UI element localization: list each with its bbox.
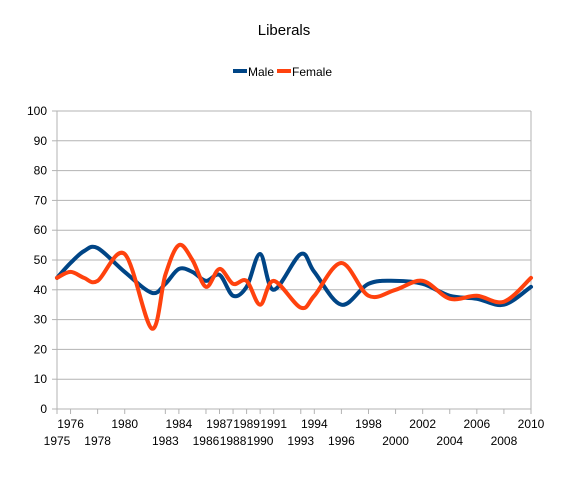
x-tick-label: 1983	[152, 434, 179, 448]
x-tick-label: 1990	[247, 434, 274, 448]
x-tick-label: 1991	[260, 417, 287, 431]
x-tick-label: 1978	[84, 434, 111, 448]
x-tick-label: 1989	[233, 417, 260, 431]
y-tick-label: 100	[27, 104, 47, 118]
x-tick-label: 1996	[328, 434, 355, 448]
chart-title: Liberals	[258, 22, 311, 39]
series-lines	[55, 242, 533, 331]
x-tick-label: 1998	[355, 417, 382, 431]
y-tick-label: 70	[34, 193, 48, 207]
x-tick-label: 1986	[193, 434, 220, 448]
x-tick-label: 1976	[57, 417, 84, 431]
y-tick-label: 40	[34, 283, 48, 297]
y-tick-label: 10	[34, 372, 48, 386]
y-tick-label: 0	[40, 402, 47, 416]
legend: Male Female	[233, 65, 332, 79]
x-tick-label: 2010	[518, 417, 545, 431]
x-tick-label: 2000	[382, 434, 409, 448]
x-tick-label: 1984	[166, 417, 193, 431]
x-tick-label: 2008	[491, 434, 518, 448]
series-line-female	[55, 242, 533, 331]
y-tick-label: 50	[34, 253, 48, 267]
x-tick-label: 1994	[301, 417, 328, 431]
y-tick-label: 20	[34, 342, 48, 356]
x-tick-label: 2006	[463, 417, 490, 431]
y-tick-label: 90	[34, 134, 48, 148]
x-tick-label: 1988	[220, 434, 247, 448]
y-axis: 0 10 20 30 40 50 60 70 80 90 100	[27, 104, 57, 416]
legend-label-male: Male	[248, 65, 274, 79]
series-line-male	[55, 244, 533, 308]
legend-label-female: Female	[292, 65, 332, 79]
x-axis: 1976 1980 1984 1987 1989 1991 1994 1998 2002 2006…	[44, 409, 545, 448]
x-tick-label: 1993	[287, 434, 314, 448]
x-tick-label: 1980	[111, 417, 138, 431]
x-tick-label: 1975	[44, 434, 71, 448]
x-tick-label: 1987	[206, 417, 233, 431]
x-tick-label: 2004	[436, 434, 463, 448]
y-tick-label: 60	[34, 223, 48, 237]
x-tick-label: 2002	[409, 417, 436, 431]
y-tick-label: 80	[34, 164, 48, 178]
y-tick-label: 30	[34, 313, 48, 327]
